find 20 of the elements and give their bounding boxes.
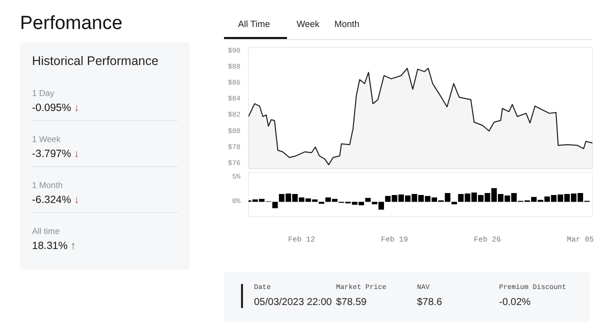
text: Perfomance: [20, 12, 122, 36]
text: -3.797% ↓: [32, 147, 80, 162]
text: Historical Performance: [32, 53, 158, 70]
bar: [272, 202, 278, 208]
text: Month: [334, 18, 360, 31]
text: $78.6: [417, 296, 442, 310]
text: 1 Week: [32, 133, 61, 146]
bar: [451, 202, 457, 204]
text: Week: [296, 18, 320, 31]
text: 1 Month: [32, 179, 63, 192]
text: All time: [32, 225, 60, 238]
text: -0.095% ↓: [32, 101, 80, 116]
bar: [365, 198, 371, 202]
text: 1 Day: [32, 87, 54, 100]
text: -6.324% ↓: [32, 193, 80, 208]
text: 18.31% ↑: [32, 239, 76, 254]
text: All Time: [238, 18, 270, 31]
text: $78.59: [336, 296, 367, 310]
text: 05/03/2023 22:00: [254, 296, 332, 310]
text: -0.02%: [499, 296, 531, 310]
